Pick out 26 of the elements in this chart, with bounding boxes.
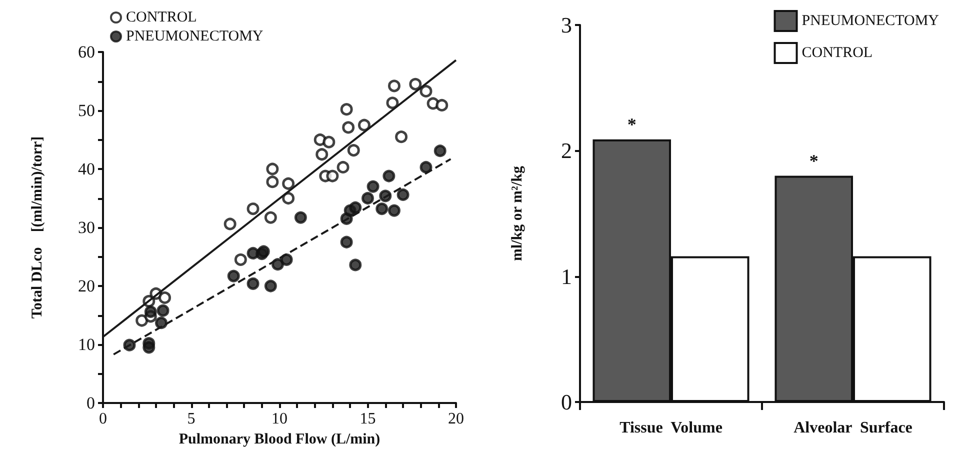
legend-label: CONTROL — [126, 10, 197, 26]
annotation: * — [627, 114, 636, 134]
y-tick-label: 0 — [86, 394, 95, 412]
legend-label: CONTROL — [802, 45, 873, 61]
y-tick-label: 30 — [78, 218, 95, 237]
x-axis-title: Pulmonary Blood Flow (L/min) — [178, 431, 380, 448]
x-tick-label: 0 — [99, 410, 107, 428]
legend-label: PNEUMONECTOMY — [802, 13, 940, 29]
y-axis-title: ml/kg or m²/kg — [510, 165, 526, 262]
y-axis-title: Total DLco [(ml/min)/torr] — [30, 136, 46, 319]
y-tick-label: 3 — [561, 12, 572, 38]
y-tick-label: 1 — [561, 264, 572, 289]
x-tick-label: 15 — [360, 410, 376, 428]
y-tick-label: 10 — [78, 335, 95, 354]
x-tick-label: Tissue Volume — [620, 420, 722, 436]
x-tick-label: 5 — [187, 410, 196, 428]
x-tick-label: 10 — [272, 410, 288, 428]
y-tick-label: 50 — [78, 101, 95, 120]
y-tick-label: 40 — [78, 160, 95, 178]
x-tick-label: Alveolar Surface — [794, 420, 912, 436]
x-tick-label: 20 — [448, 410, 464, 428]
annotation: * — [809, 150, 818, 171]
y-tick-label: 2 — [561, 138, 572, 164]
y-tick-label: 20 — [78, 276, 95, 296]
legend-label: PNEUMONECTOMY — [126, 28, 264, 44]
y-tick-label: 60 — [78, 42, 95, 62]
